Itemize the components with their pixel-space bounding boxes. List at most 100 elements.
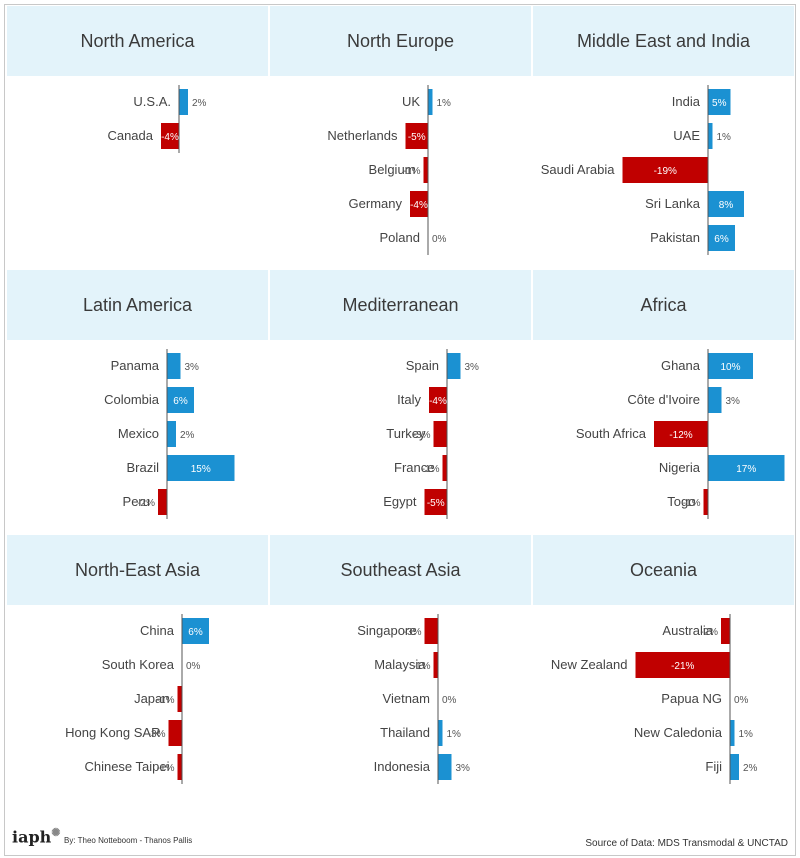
bar-italy: [429, 387, 447, 413]
category-label: UK: [402, 94, 420, 109]
category-label: India: [672, 94, 701, 109]
author-credit: By: Theo Notteboom - Thanos Pallis: [64, 836, 193, 845]
value-label: -2%: [137, 498, 155, 509]
bar-ghana: [708, 353, 753, 379]
category-label: Togo: [667, 494, 695, 509]
panel-title: Mediterranean: [270, 270, 531, 340]
bar-belgium: [423, 157, 428, 183]
category-label: Germany: [349, 196, 403, 211]
bar-u-s-a: [179, 89, 188, 115]
category-label: Saudi Arabia: [541, 162, 615, 177]
bar-south-africa: [654, 421, 708, 447]
bar-hong-kong-sar: [168, 720, 182, 746]
value-label: -4%: [429, 396, 447, 407]
category-label: Egypt: [383, 494, 417, 509]
category-label: Poland: [380, 230, 420, 245]
value-label: -12%: [669, 430, 692, 441]
bar-japan: [177, 686, 182, 712]
value-label: 3%: [465, 362, 480, 373]
value-label: 5%: [712, 98, 727, 109]
bar-thailand: [438, 720, 443, 746]
category-label: UAE: [673, 128, 700, 143]
value-label: -3%: [404, 627, 422, 638]
category-label: Papua NG: [661, 691, 722, 706]
category-label: Indonesia: [374, 759, 431, 774]
category-label: South Africa: [576, 426, 647, 441]
category-label: Turkey: [386, 426, 426, 441]
value-label: 1%: [739, 729, 754, 740]
category-label: Netherlands: [327, 128, 398, 143]
logo-text: iaph: [12, 827, 52, 847]
bar-panama: [167, 353, 181, 379]
value-label: -1%: [157, 695, 175, 706]
panel-title: Southeast Asia: [270, 535, 531, 605]
value-label: 0%: [442, 695, 457, 706]
value-label: -21%: [671, 661, 694, 672]
panel-title: Middle East and India: [533, 6, 794, 76]
bar-fiji: [730, 754, 739, 780]
value-label: 10%: [720, 362, 740, 373]
bar-chart-middle-east-and-india: India 5% UAE 1% Saudi Arabia -19% Sri Lanka 8% P…: [541, 85, 744, 255]
category-label: Sri Lanka: [645, 196, 701, 211]
value-label: 2%: [743, 763, 758, 774]
category-label: France: [394, 460, 434, 475]
category-label: Pakistan: [650, 230, 700, 245]
bar-cote-d-ivoire: [708, 387, 722, 413]
value-label: 2%: [180, 430, 195, 441]
iaph-logo: iaph✺: [12, 826, 60, 846]
value-label: 1%: [447, 729, 462, 740]
category-label: Canada: [107, 128, 153, 143]
value-label: 1%: [717, 132, 732, 143]
panel-middle-east-and-india: Middle East and India India 5% UAE 1% Saudi A…: [533, 6, 794, 266]
category-label: China: [140, 623, 175, 638]
category-label: South Korea: [102, 657, 175, 672]
bar-france: [442, 455, 447, 481]
panel-southeast-asia: Southeast Asia Singapore -3% Malaysia -1% Vie…: [270, 535, 531, 795]
bar-nigeria: [708, 455, 785, 481]
category-label: Hong Kong SAR: [65, 725, 160, 740]
category-label: Peru: [123, 494, 150, 509]
bar-chart-latin-america: Panama 3% Colombia 6% Mexico 2% Brazil 15% Peru-…: [104, 349, 235, 519]
bar-australia: [721, 618, 730, 644]
bar-uk: [428, 89, 433, 115]
sun-icon: ✺: [51, 826, 61, 839]
value-label: -5%: [427, 498, 445, 509]
category-label: Malaysia: [374, 657, 426, 672]
bar-new-zealand: [635, 652, 730, 678]
panel-north-europe: North Europe UK 1% Netherlands -5% Belgium -1%…: [270, 6, 531, 266]
value-label: 8%: [719, 200, 734, 211]
category-label: Japan: [134, 691, 169, 706]
value-label: 3%: [726, 396, 741, 407]
panel-title: North America: [7, 6, 268, 76]
panel-north-east-asia: North-East Asia China 6% South Korea 0% Japan…: [7, 535, 268, 795]
panel-oceania: Oceania Australia -2% New Zealand -21% Papua …: [533, 535, 794, 795]
value-label: 3%: [456, 763, 471, 774]
bar-chart-mediterranean: Spain 3% Italy -4% Turkey-3% France-1% Egypt -5…: [383, 349, 480, 519]
bar-spain: [447, 353, 461, 379]
value-label: 15%: [191, 464, 211, 475]
bar-chart-north-america: U.S.A. 2% Canada -4%: [107, 85, 207, 153]
bar-pakistan: [708, 225, 735, 251]
bar-canada: [161, 123, 179, 149]
category-label: U.S.A.: [133, 94, 171, 109]
value-label: -5%: [408, 132, 426, 143]
bar-indonesia: [438, 754, 452, 780]
bar-brazil: [167, 455, 235, 481]
bar-chart-oceania: Australia-2% New Zealand -21% Papua NG 0% New…: [551, 614, 758, 784]
category-label: New Zealand: [551, 657, 628, 672]
value-label: -1%: [413, 661, 431, 672]
category-label: Panama: [111, 358, 160, 373]
category-label: Singapore: [357, 623, 416, 638]
category-label: Nigeria: [659, 460, 701, 475]
bar-peru: [158, 489, 167, 515]
category-label: Australia: [662, 623, 713, 638]
bar-germany: [410, 191, 428, 217]
value-label: -3%: [413, 430, 431, 441]
value-label: 0%: [432, 234, 447, 245]
category-label: Belgium: [369, 162, 416, 177]
value-label: -3%: [148, 729, 166, 740]
category-label: New Caledonia: [634, 725, 723, 740]
value-label: -1%: [422, 464, 440, 475]
bar-chinese-taipei: [177, 754, 182, 780]
category-label: Côte d'Ivoire: [627, 392, 700, 407]
